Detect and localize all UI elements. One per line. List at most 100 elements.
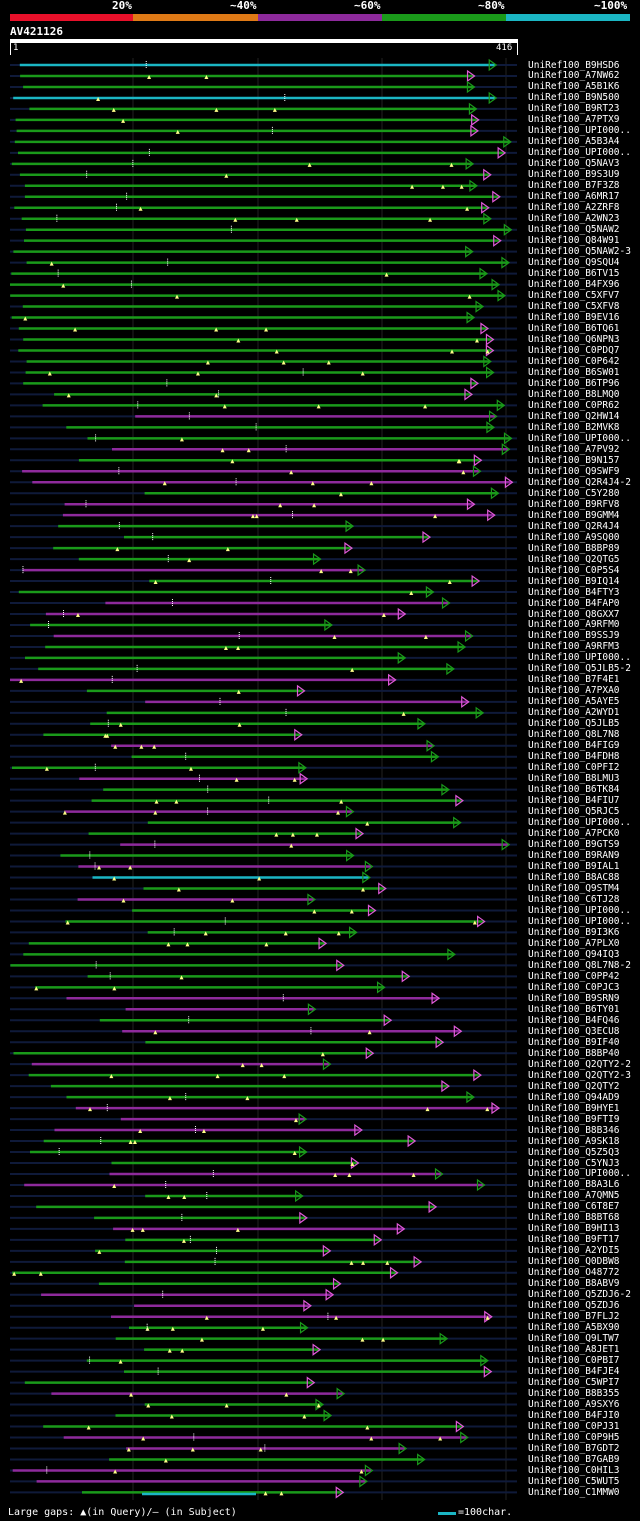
hit-name-link[interactable]: UniRef100_B9IF40 [528,1036,620,1048]
hit-name-link[interactable]: UniRef100_B8LMU3 [528,773,620,785]
hit-name-link[interactable]: UniRef100_B9S3U9 [528,169,620,181]
hit-name-link[interactable]: UniRef100_Q2R4J4 [528,520,620,532]
hit-name-link[interactable]: UniRef100_UPI000.. [528,652,631,664]
hit-name-link[interactable]: UniRef100_B7F4E1 [528,674,620,686]
hit-name-link[interactable]: UniRef100_Q6NPN3 [528,334,620,345]
hit-name-link[interactable]: UniRef100_B6TQ61 [528,323,620,335]
hit-name-link[interactable]: UniRef100_B4FTY3 [528,586,620,598]
hit-name-link[interactable]: UniRef100_C0PJC3 [528,981,620,993]
hit-name-link[interactable]: UniRef100_C1MMW0 [528,1486,620,1498]
hit-name-link[interactable]: UniRef100_B9SSJ9 [528,630,620,642]
hit-name-link[interactable]: UniRef100_B7GDT2 [528,1442,620,1454]
hit-name-link[interactable]: UniRef100_A5AYE5 [528,696,620,708]
hit-name-link[interactable]: UniRef100_B9IAL1 [528,861,620,873]
hit-name-link[interactable]: UniRef100_C5WUT5 [528,1475,620,1487]
hit-name-link[interactable]: UniRef100_Q5NAW2-3 [528,246,631,258]
hit-name-link[interactable]: UniRef100_C5XFV7 [528,290,620,302]
hit-name-link[interactable]: UniRef100_C0P5S4 [528,564,620,576]
hit-name-link[interactable]: UniRef100_Q5NAV3 [528,158,620,170]
hit-name-link[interactable]: UniRef100_Q5ZDJ6-2 [528,1289,631,1301]
hit-name-link[interactable]: UniRef100_A9RFM3 [528,641,620,653]
hit-name-link[interactable]: UniRef100_Q5ZDJ6 [528,1300,620,1312]
hit-name-link[interactable]: UniRef100_B8A3L6 [528,1179,620,1191]
hit-name-link[interactable]: UniRef100_Q8GXX7 [528,608,620,620]
hit-name-link[interactable]: UniRef100_C5YNJ3 [528,1157,620,1169]
hit-name-link[interactable]: UniRef100_UPI000.. [528,147,631,159]
hit-name-link[interactable]: UniRef100_B7GAB9 [528,1453,620,1465]
hit-name-link[interactable]: UniRef100_UPI000.. [528,817,631,829]
hit-name-link[interactable]: UniRef100_UPI000.. [528,125,631,137]
hit-name-link[interactable]: UniRef100_B8ABV9 [528,1278,620,1290]
hit-name-link[interactable]: UniRef100_Q2QTY2-3 [528,1069,631,1081]
hit-name-link[interactable]: UniRef100_B9RAN9 [528,850,620,862]
hit-name-link[interactable]: UniRef100_B4FDH8 [528,751,620,763]
hit-name-link[interactable]: UniRef100_C0PP42 [528,970,620,982]
hit-name-link[interactable]: UniRef100_C5XFV8 [528,301,620,313]
hit-name-link[interactable]: UniRef100_A7PCK0 [528,828,620,840]
hit-name-link[interactable]: UniRef100_C5Y280 [528,487,620,499]
hit-name-link[interactable]: UniRef100_Q5JLB5-2 [528,663,631,675]
hit-name-link[interactable]: UniRef100_A7QMN5 [528,1190,620,1202]
hit-name-link[interactable]: UniRef100_A2ZRF8 [528,202,620,214]
hit-name-link[interactable]: UniRef100_B8B355 [528,1388,620,1400]
hit-name-link[interactable]: UniRef100_A9SQ00 [528,531,620,543]
hit-name-link[interactable]: UniRef100_A6MR17 [528,191,620,203]
hit-name-link[interactable]: UniRef100_UPI000.. [528,915,631,927]
hit-name-link[interactable]: UniRef100_B8BP89 [528,542,620,554]
hit-name-link[interactable]: UniRef100_B6TK84 [528,784,620,796]
hit-name-link[interactable]: UniRef100_A8JET1 [528,1344,620,1356]
hit-name-link[interactable]: UniRef100_B9SRN9 [528,992,620,1004]
hit-name-link[interactable]: UniRef100_B9HYE1 [528,1102,620,1114]
hit-name-link[interactable]: UniRef100_B4FAP0 [528,597,620,609]
hit-name-link[interactable]: UniRef100_Q2QTG5 [528,553,620,565]
hit-name-link[interactable]: UniRef100_B8BT68 [528,1212,620,1224]
hit-name-link[interactable]: UniRef100_C0PR62 [528,399,620,411]
hit-name-link[interactable]: UniRef100_A5B1K6 [528,81,620,93]
hit-name-link[interactable]: UniRef100_B6TY01 [528,1003,620,1015]
hit-name-link[interactable]: UniRef100_Q2QTY2 [528,1080,620,1092]
hit-name-link[interactable]: UniRef100_B8AC88 [528,872,620,884]
hit-name-link[interactable]: UniRef100_Q5JLB5 [528,718,620,730]
hit-name-link[interactable]: UniRef100_B9HSD6 [528,59,620,71]
hit-name-link[interactable]: UniRef100_Q94AD9 [528,1091,620,1103]
hit-name-link[interactable]: UniRef100_A7NW62 [528,70,620,82]
hit-name-link[interactable]: UniRef100_Q9LTW7 [528,1333,620,1345]
hit-name-link[interactable]: UniRef100_C6T8E7 [528,1201,620,1213]
hit-name-link[interactable]: UniRef100_B9GTS9 [528,839,620,851]
hit-name-link[interactable]: UniRef100_B9HI13 [528,1223,620,1235]
hit-name-link[interactable]: UniRef100_A2YDI5 [528,1245,620,1257]
hit-name-link[interactable]: UniRef100_Q9STM4 [528,883,620,894]
hit-name-link[interactable]: UniRef100_B9GMM4 [528,509,620,521]
hit-name-link[interactable]: UniRef100_B9EV16 [528,312,620,324]
hit-name-link[interactable]: UniRef100_Q0DBW8 [528,1256,620,1268]
hit-name-link[interactable]: UniRef100_B9N157 [528,454,620,466]
hit-name-link[interactable]: UniRef100_C0HIL3 [528,1464,620,1476]
hit-name-link[interactable]: UniRef100_A9SK18 [528,1135,620,1147]
hit-name-link[interactable]: UniRef100_UPI000.. [528,904,631,916]
hit-name-link[interactable]: UniRef100_B2MVK8 [528,421,620,433]
hit-name-link[interactable]: UniRef100_Q5RJC5 [528,806,620,818]
hit-name-link[interactable]: UniRef100_C0PFI2 [528,762,620,774]
hit-name-link[interactable]: UniRef100_UPI000.. [528,432,631,444]
hit-name-link[interactable]: UniRef100_B9N500 [528,92,620,104]
hit-name-link[interactable]: UniRef100_B6SW01 [528,366,620,378]
hit-name-link[interactable]: UniRef100_C0PJ31 [528,1421,620,1433]
hit-name-link[interactable]: UniRef100_O48772 [528,1267,620,1279]
hit-name-link[interactable]: UniRef100_A2WYD1 [528,707,620,719]
hit-name-link[interactable]: UniRef100_B9RT23 [528,103,620,115]
hit-name-link[interactable]: UniRef100_A9RFM0 [528,619,620,631]
hit-name-link[interactable]: UniRef100_B9I3K6 [528,926,620,938]
hit-name-link[interactable]: UniRef100_A5BX90 [528,1322,620,1334]
hit-name-link[interactable]: UniRef100_B8B346 [528,1124,620,1136]
hit-name-link[interactable]: UniRef100_B7FLJ2 [528,1311,620,1323]
hit-name-link[interactable]: UniRef100_Q5Z5Q3 [528,1146,620,1158]
hit-name-link[interactable]: UniRef100_B7F3Z8 [528,180,620,192]
hit-name-link[interactable]: UniRef100_A5B3A4 [528,136,620,148]
hit-name-link[interactable]: UniRef100_B4FQ46 [528,1014,620,1026]
hit-name-link[interactable]: UniRef100_Q5NAW2 [528,224,620,236]
hit-name-link[interactable]: UniRef100_Q3ECU8 [528,1025,620,1037]
hit-name-link[interactable]: UniRef100_Q2R4J4-2 [528,476,631,488]
hit-name-link[interactable]: UniRef100_C0P642 [528,355,620,367]
hit-name-link[interactable]: UniRef100_A7PLX0 [528,937,620,949]
hit-name-link[interactable]: UniRef100_B4FJI0 [528,1410,620,1422]
